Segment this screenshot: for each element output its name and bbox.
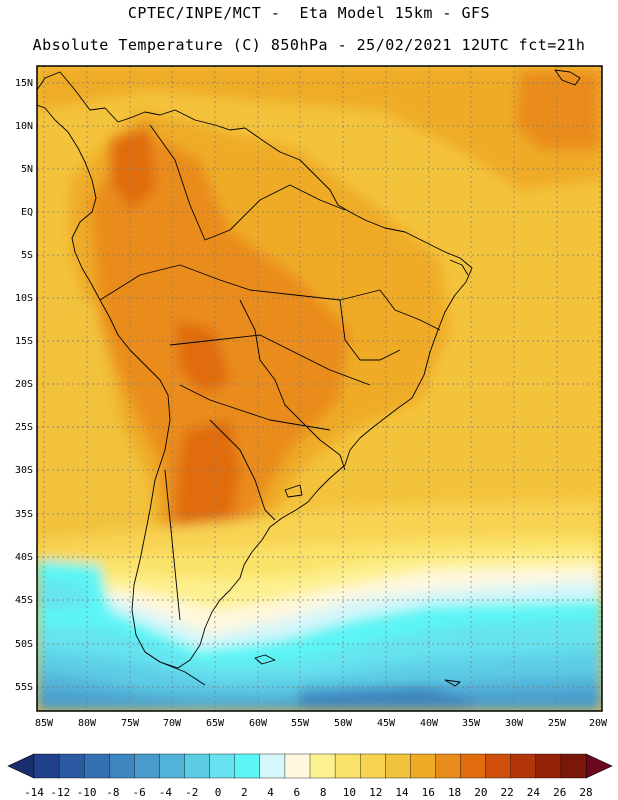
temperature-field — [37, 66, 602, 711]
colorbar-swatch — [259, 753, 286, 779]
colorbar-tick-label: 24 — [527, 786, 541, 799]
lat-label: 10S — [15, 293, 33, 304]
latitude-axis: 15N 10N 5N EQ 5S 10S 15S 20S 25S 30S 35S… — [15, 78, 33, 693]
colorbar-tick-label: 22 — [501, 786, 514, 799]
map-title-line1: CPTEC/INPE/MCT - Eta Model 15km - GFS — [127, 4, 491, 22]
colorbar-swatch — [385, 753, 411, 779]
colorbar-tick-label: 20 — [474, 786, 487, 799]
colorbar-swatch — [410, 753, 436, 779]
colorbar-tick-label: -2 — [185, 786, 198, 799]
lat-label: 35S — [15, 509, 33, 520]
colorbar-high-arrow — [585, 753, 613, 779]
colorbar-tick-label: -4 — [159, 786, 173, 799]
lon-label: 85W — [35, 718, 54, 729]
colorbar-tick-label: 6 — [294, 786, 301, 799]
colorbar-swatch — [109, 753, 135, 779]
lat-label: 50S — [15, 639, 33, 650]
colorbar-swatch — [58, 753, 85, 779]
colorbar-swatch — [485, 753, 512, 779]
colorbar-tick-label: 26 — [553, 786, 566, 799]
colorbar-swatch — [359, 753, 386, 779]
lat-label: 5N — [21, 164, 33, 175]
colorbar-swatch — [435, 753, 462, 779]
map-frame — [36, 65, 603, 712]
colorbar-swatch — [560, 753, 587, 779]
lon-label: 35W — [462, 718, 481, 729]
lon-label: 60W — [249, 718, 268, 729]
coastlines-and-borders — [37, 69, 581, 687]
colorbar-swatch — [535, 753, 562, 779]
lat-label: 5S — [21, 250, 33, 261]
colorbar-swatch — [284, 753, 311, 779]
colorbar-swatch — [134, 753, 160, 779]
lon-label: 80W — [78, 718, 97, 729]
colorbar-tick-label: 16 — [422, 786, 435, 799]
colorbar-swatch — [159, 753, 186, 779]
lat-label: 40S — [15, 552, 33, 563]
colorbar-tick-label: 2 — [241, 786, 248, 799]
lat-label: 30S — [15, 465, 33, 476]
colorbar-swatch — [33, 753, 60, 779]
lon-label: 40W — [420, 718, 439, 729]
graticule — [37, 66, 602, 711]
colorbar-swatch — [209, 753, 236, 779]
lat-label: 45S — [15, 595, 33, 606]
lat-label: 15N — [15, 78, 33, 89]
lat-label: EQ — [21, 207, 33, 218]
colorbar-tick-label: -6 — [133, 786, 146, 799]
colorbar-tick-label: -14 — [24, 786, 44, 799]
lat-label: 10N — [15, 121, 33, 132]
lon-label: 25W — [548, 718, 567, 729]
lat-label: 15S — [15, 336, 33, 347]
colorbar-labels: -14 -12 -10 -8 -6 -4 -2 0 2 4 6 8 10 12 14 16 18 20 22 24 26… — [24, 786, 593, 799]
colorbar-swatch — [510, 753, 537, 779]
lon-label: 20W — [589, 718, 608, 729]
lon-label: 50W — [334, 718, 353, 729]
lon-label: 75W — [121, 718, 140, 729]
colorbar-swatch — [234, 753, 261, 779]
lon-label: 45W — [377, 718, 396, 729]
lon-label: 30W — [505, 718, 524, 729]
longitude-axis: 85W 80W 75W 70W 65W 60W 55W 50W 45W 40W … — [35, 718, 608, 729]
colorbar-tick-label: -10 — [77, 786, 97, 799]
colorbar-tick-label: -8 — [106, 786, 119, 799]
colorbar-tick-label: 10 — [343, 786, 356, 799]
colorbar-swatch — [184, 753, 211, 779]
lat-label: 25S — [15, 422, 33, 433]
colorbar-tick-label: 14 — [395, 786, 409, 799]
lon-label: 65W — [206, 718, 225, 729]
lon-label: 70W — [163, 718, 182, 729]
lat-label: 20S — [15, 379, 33, 390]
colorbar-tick-label: 0 — [215, 786, 222, 799]
colorbar-swatch — [83, 753, 110, 779]
lon-label: 55W — [291, 718, 310, 729]
colorbar-tick-label: 12 — [369, 786, 382, 799]
colorbar-swatches — [33, 753, 587, 779]
colorbar-swatch — [460, 753, 487, 779]
lat-label: 55S — [15, 682, 33, 693]
colorbar-swatch — [334, 753, 361, 779]
colorbar-low-arrow — [7, 753, 35, 779]
colorbar-tick-label: 8 — [320, 786, 327, 799]
map-title-line2: Absolute Temperature (C) 850hPa - 25/02/… — [32, 36, 586, 54]
colorbar: -14 -12 -10 -8 -6 -4 -2 0 2 4 6 8 10 12 14 16 18 20 22 24 26… — [7, 753, 613, 799]
colorbar-tick-label: 18 — [448, 786, 461, 799]
colorbar-tick-label: 28 — [579, 786, 592, 799]
colorbar-tick-label: -12 — [50, 786, 70, 799]
colorbar-tick-label: 4 — [267, 786, 274, 799]
colorbar-swatch — [309, 753, 336, 779]
